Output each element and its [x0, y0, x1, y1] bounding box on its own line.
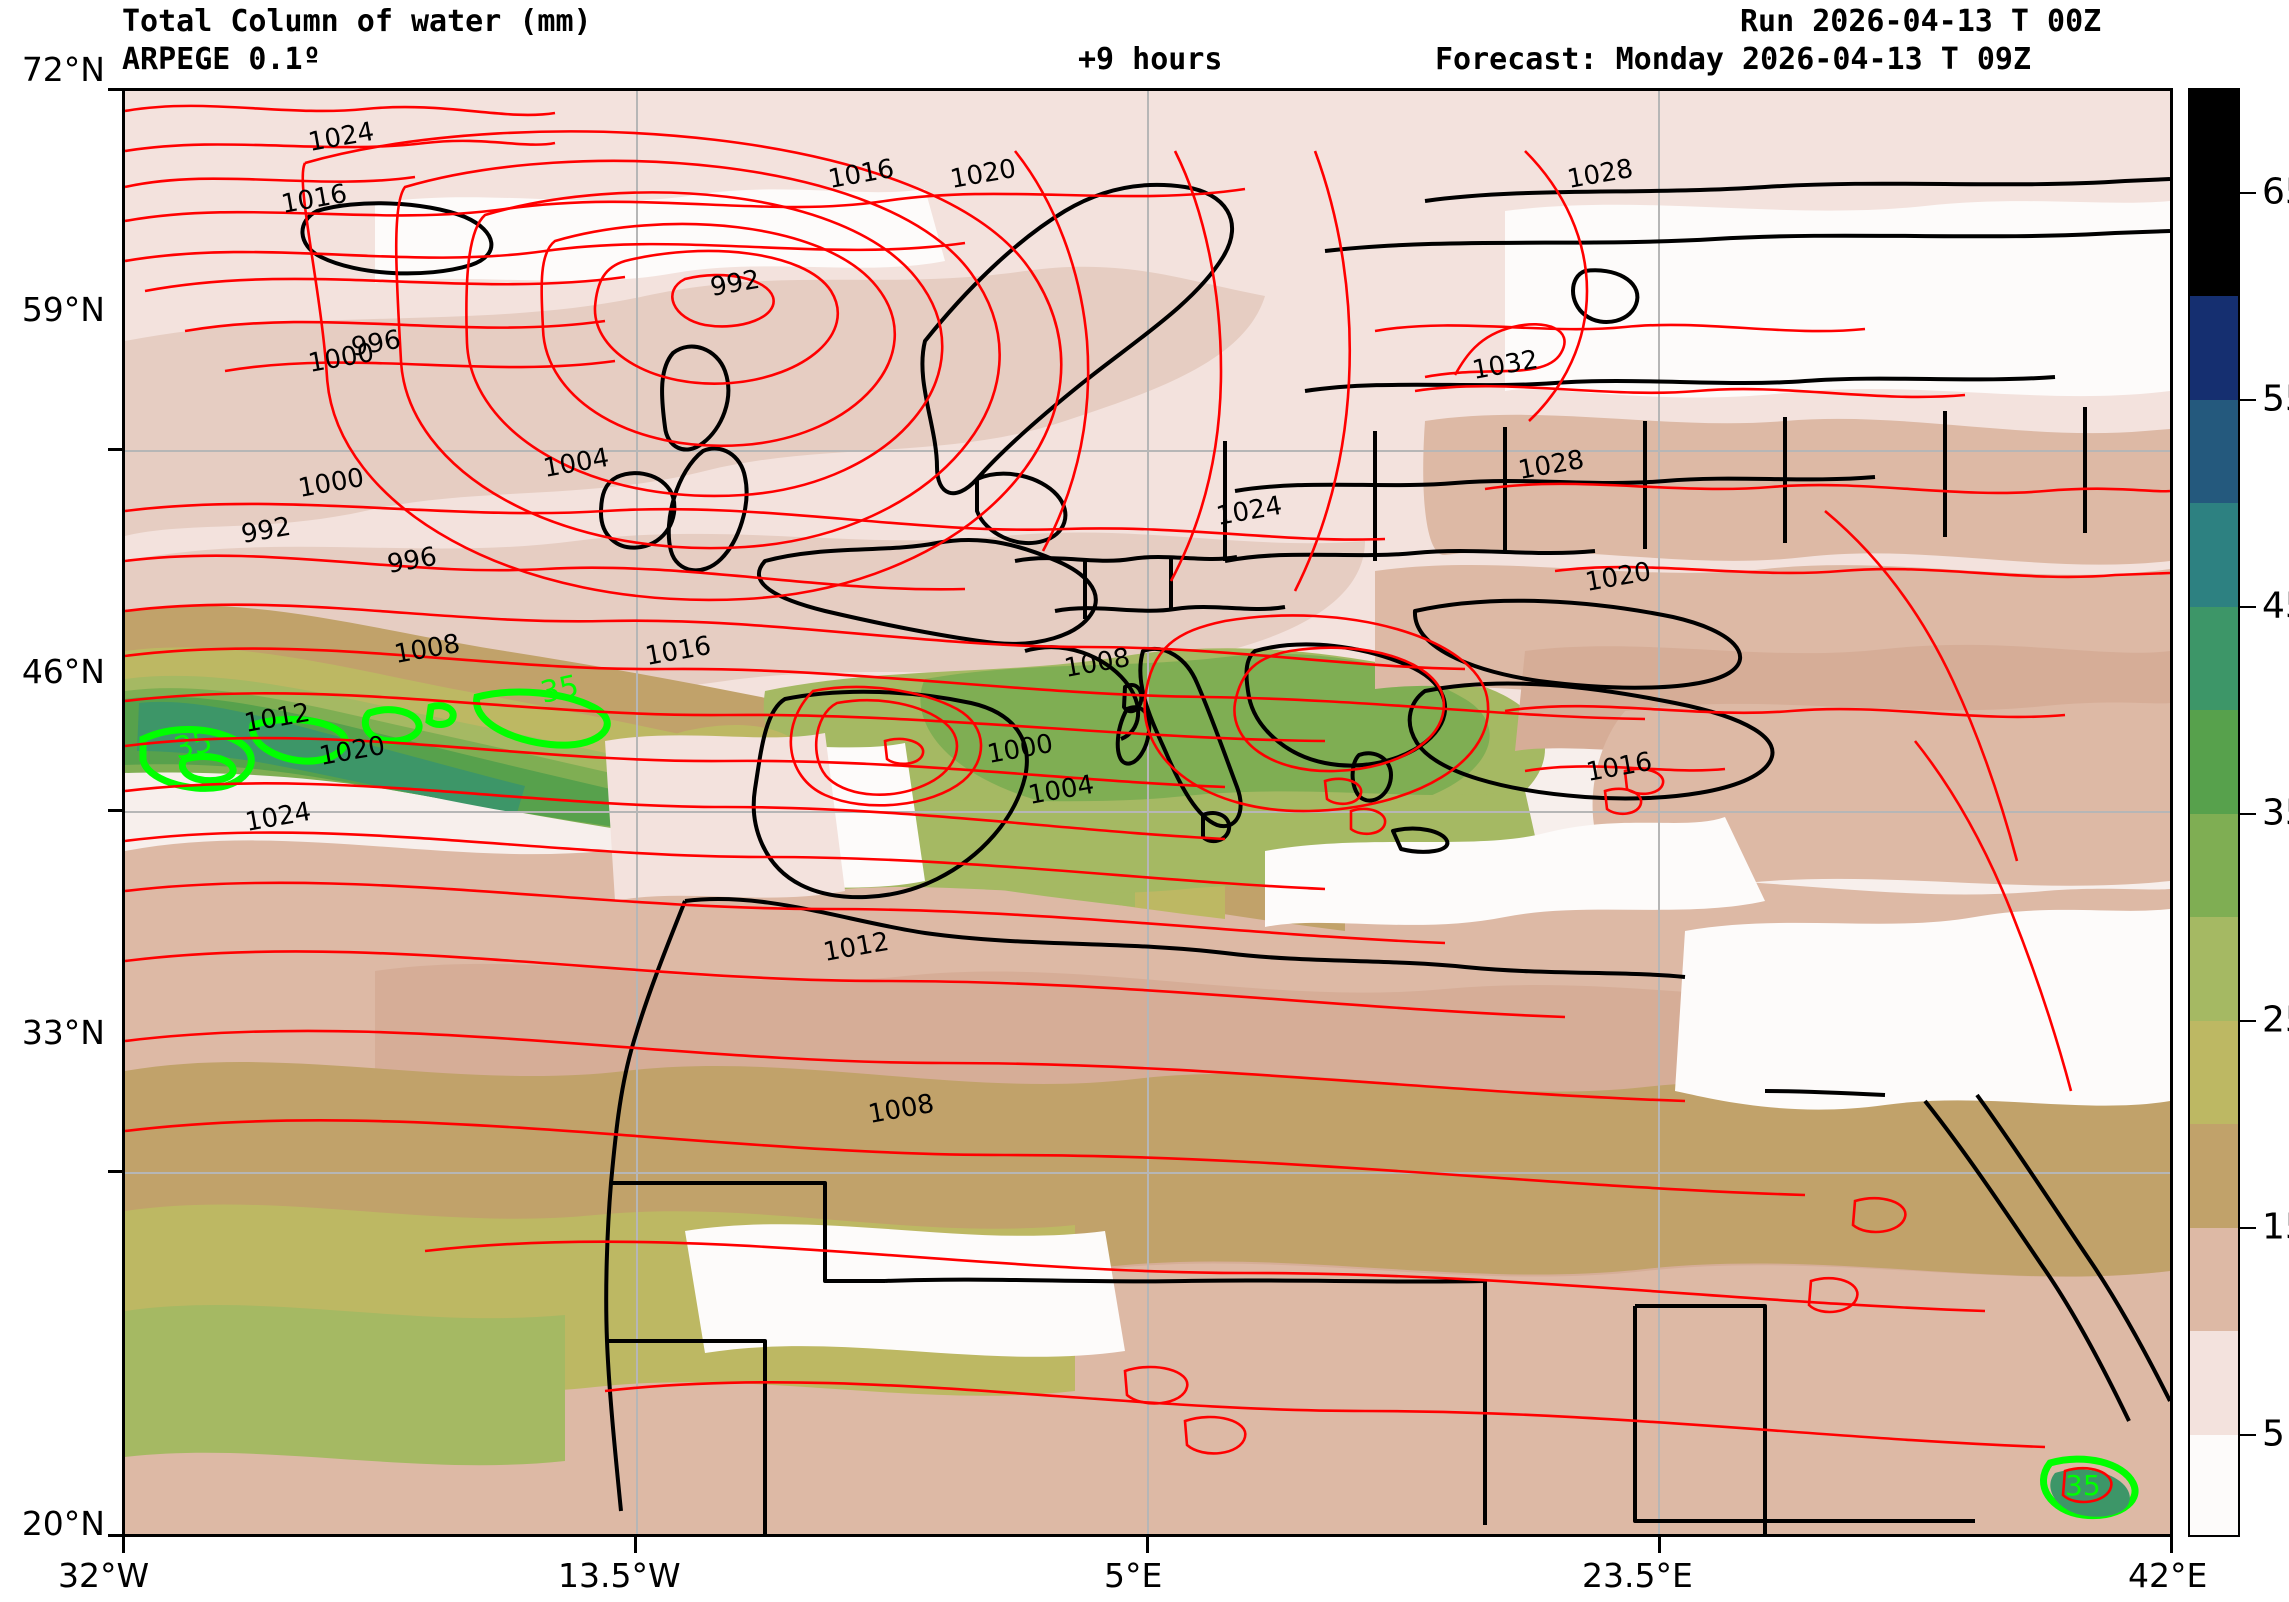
mslp-isobars [125, 104, 2170, 1504]
xtick-label-23-5E: 23.5°E [1582, 1556, 1693, 1595]
map-canvas: 35 35 [125, 91, 2170, 1534]
forecast-time-label: Forecast: Monday 2026-04-13 T 09Z [1435, 42, 2032, 77]
xtick-label-42E: 42°E [2128, 1556, 2208, 1595]
colorbar-tick-label: 15 [2262, 1206, 2289, 1247]
colorbar-segment [2188, 295, 2240, 400]
model-label: ARPEGE 0.1º [122, 42, 321, 77]
colorbar-segment [2188, 709, 2240, 814]
ytick-mark-20N [108, 1534, 124, 1537]
colorbar-segment [2188, 1226, 2240, 1331]
ytick-mark-72N [108, 88, 124, 91]
page-title: Total Column of water (mm) [122, 4, 592, 39]
green-35-contour [139, 688, 611, 792]
colorbar: 5 15 25 35 45 55 65 [2188, 88, 2289, 1538]
colorbar-tick-label: 5 [2262, 1413, 2285, 1454]
xtick-label-32W: 32°W [58, 1556, 150, 1595]
colorbar-segment [2188, 1019, 2240, 1124]
xtick-mark-13-5W [634, 1537, 637, 1553]
colorbar-segment [2188, 605, 2240, 710]
colorbar-segment [2188, 1433, 2240, 1538]
xtick-mark-42E [2170, 1537, 2173, 1553]
run-time-label: Run 2026-04-13 T 00Z [1740, 4, 2102, 39]
colorbar-segment [2188, 398, 2240, 503]
colorbar-frame [2188, 88, 2240, 1537]
colorbar-segment [2188, 1330, 2240, 1435]
ytick-label-20N: 20°N [21, 1504, 105, 1543]
colorbar-tick-label: 65 [2262, 171, 2289, 212]
ytick-mark-33N [108, 1170, 124, 1173]
xtick-label-13-5W: 13.5°W [558, 1556, 681, 1595]
colorbar-segment [2188, 191, 2240, 296]
colorbar-tick [2240, 1226, 2256, 1229]
ytick-label-33N: 33°N [21, 1013, 105, 1052]
ytick-mark-59N [108, 448, 124, 451]
colorbar-segment [2188, 916, 2240, 1021]
ytick-label-59N: 59°N [21, 290, 105, 329]
xtick-mark-5E [1146, 1537, 1149, 1553]
colorbar-tick [2240, 1019, 2256, 1022]
contour-label-35-africa: 35 [2065, 1469, 2101, 1502]
colorbar-tick-label: 55 [2262, 378, 2289, 419]
lead-time-label: +9 hours [1078, 42, 1223, 77]
xtick-mark-23-5E [1658, 1537, 1661, 1553]
ytick-label-46N: 46°N [21, 652, 105, 691]
ytick-label-72N: 72°N [21, 50, 105, 89]
colorbar-tick-label: 25 [2262, 999, 2289, 1040]
xtick-label-5E: 5°E [1104, 1556, 1163, 1595]
colorbar-tick-label: 35 [2262, 792, 2289, 833]
colorbar-tick-label: 45 [2262, 585, 2289, 626]
colorbar-tick [2240, 1433, 2256, 1436]
ytick-mark-46N [108, 809, 124, 812]
colorbar-segment [2188, 1123, 2240, 1228]
xtick-mark-32W [122, 1537, 125, 1553]
colorbar-segment [2188, 88, 2240, 193]
contour-label-35-atlantic: 35 [537, 669, 582, 711]
colorbar-segment [2188, 502, 2240, 607]
colorbar-segment [2188, 812, 2240, 917]
map-plot-area: 35 35 [122, 88, 2173, 1537]
colorbar-tick [2240, 812, 2256, 815]
colorbar-tick [2240, 191, 2256, 194]
graticule [125, 91, 2170, 1534]
colorbar-tick [2240, 605, 2256, 608]
colorbar-tick [2240, 398, 2256, 401]
